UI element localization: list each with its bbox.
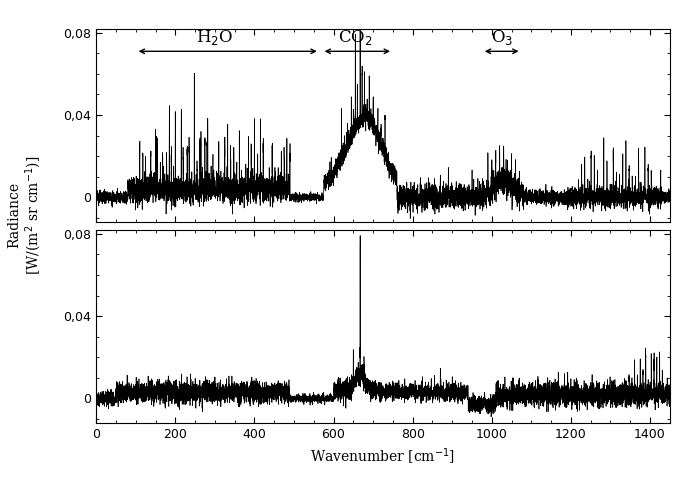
Text: Radiance
[W/(m$^{2}$ sr cm$^{-1}$)]: Radiance [W/(m$^{2}$ sr cm$^{-1}$)] [7,155,44,275]
X-axis label: Wavenumber [cm$^{-1}$]: Wavenumber [cm$^{-1}$] [311,446,455,467]
Text: CO$_2$: CO$_2$ [338,28,372,47]
Text: O$_3$: O$_3$ [491,28,513,47]
Text: H$_2$O: H$_2$O [196,28,234,47]
